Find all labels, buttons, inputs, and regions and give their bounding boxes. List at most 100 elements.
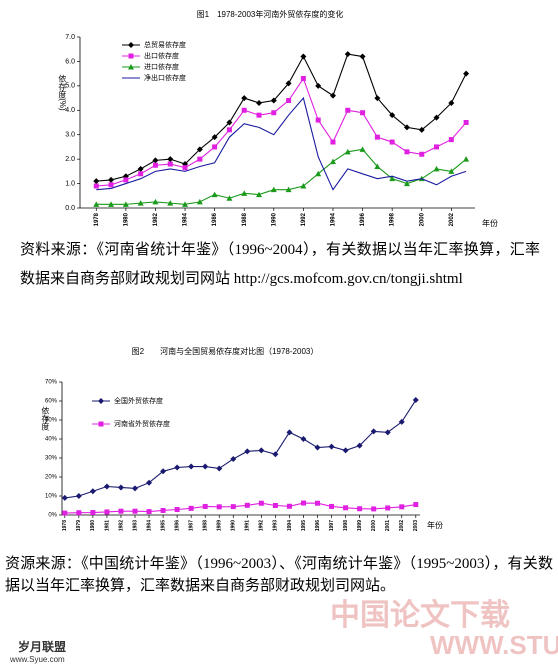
x-tick-label: 1985 — [160, 520, 166, 531]
x-tick-label: 1986 — [174, 520, 180, 531]
data-point — [75, 493, 82, 499]
data-point — [315, 117, 321, 123]
data-point — [138, 171, 144, 177]
data-point — [413, 502, 419, 508]
data-point — [403, 180, 410, 187]
data-point — [370, 428, 377, 435]
data-point — [404, 149, 410, 155]
y-tick-label: 7.0 — [65, 34, 75, 41]
x-tick-label: 2001 — [385, 520, 391, 531]
x-tick-label: 2002 — [449, 212, 455, 226]
data-point — [93, 201, 100, 207]
data-point — [90, 510, 96, 516]
data-point — [196, 146, 203, 153]
data-point — [330, 139, 336, 145]
legend-marker — [128, 42, 134, 48]
series-line — [96, 77, 467, 187]
data-point — [62, 510, 68, 516]
x-tick-label: 1997 — [329, 520, 335, 531]
data-point — [258, 447, 265, 454]
x-tick-label: 1979 — [76, 520, 82, 531]
data-point — [398, 418, 405, 425]
x-tick-label: 2002 — [399, 520, 405, 531]
data-point — [152, 157, 159, 164]
watermark: WWW.STUDA — [430, 630, 558, 660]
data-point — [285, 186, 292, 193]
data-point — [463, 120, 469, 125]
data-point — [329, 503, 335, 509]
series-line — [64, 399, 417, 499]
x-tick-label: 2000 — [419, 212, 425, 226]
data-point — [403, 124, 410, 131]
data-point — [174, 464, 181, 471]
legend-marker — [98, 421, 104, 427]
data-point — [241, 95, 248, 102]
data-point — [256, 99, 263, 106]
x-tick-label: 1994 — [287, 520, 293, 531]
data-point — [344, 51, 351, 58]
x-tick-label: 1996 — [360, 212, 366, 226]
data-point — [167, 161, 173, 167]
data-point — [463, 70, 470, 77]
data-point — [211, 191, 218, 198]
data-point — [226, 119, 233, 126]
x-tick-label: 1984 — [146, 520, 152, 531]
data-point — [132, 508, 138, 514]
data-point — [418, 126, 425, 133]
data-point — [93, 183, 99, 189]
data-point — [108, 176, 115, 183]
x-axis-label: 年份 — [482, 218, 498, 228]
data-point — [300, 436, 307, 442]
legend-marker — [128, 53, 134, 59]
y-axis-label: 依存度(%) — [58, 73, 67, 111]
legend-marker — [98, 398, 104, 404]
legend-label: 河南省外贸依存度 — [114, 419, 170, 428]
data-point — [226, 127, 232, 133]
x-tick-label: 1992 — [301, 212, 307, 226]
data-point — [270, 97, 277, 104]
data-point — [160, 468, 167, 475]
data-point — [300, 183, 307, 189]
y-tick-label: 40% — [45, 437, 58, 443]
x-tick-label: 1999 — [357, 520, 363, 531]
x-tick-label: 2000 — [371, 520, 377, 531]
data-point — [389, 112, 396, 119]
data-point — [359, 53, 366, 60]
data-point — [241, 190, 248, 196]
x-tick-label: 1988 — [203, 520, 209, 531]
x-tick-label: 1980 — [123, 212, 129, 226]
data-point — [384, 429, 391, 436]
legend-label: 出口依存度 — [144, 51, 179, 60]
data-point — [258, 500, 264, 506]
data-point — [389, 139, 395, 145]
data-point — [188, 463, 195, 470]
source-note: 资料来源：《河南省统计年鉴》（1996~2004），有关数据以当年汇率换算，汇率… — [20, 242, 540, 287]
series-line — [96, 53, 467, 182]
data-point — [212, 144, 218, 150]
y-tick-label: 70% — [45, 380, 58, 386]
x-tick-label: 1983 — [132, 520, 138, 531]
data-point — [315, 82, 322, 89]
y-tick-label: 2.0 — [65, 156, 75, 163]
data-point — [300, 76, 306, 82]
x-tick-label: 1982 — [118, 520, 124, 531]
y-axis-label: 依存度 — [41, 406, 50, 432]
data-point — [202, 503, 208, 509]
data-point — [448, 137, 454, 143]
data-point — [182, 201, 189, 207]
data-point — [230, 504, 236, 510]
data-point — [137, 200, 144, 206]
x-tick-label: 1988 — [242, 212, 248, 226]
x-tick-label: 1991 — [245, 520, 251, 531]
data-point — [244, 448, 251, 455]
data-point — [345, 107, 351, 113]
data-point — [137, 165, 144, 172]
x-tick-label: 1980 — [90, 520, 96, 531]
data-point — [167, 156, 174, 163]
data-point — [104, 509, 110, 515]
data-point — [286, 503, 292, 509]
data-point — [314, 444, 321, 451]
data-point — [463, 156, 470, 162]
data-point — [374, 163, 381, 169]
data-point — [188, 505, 194, 511]
